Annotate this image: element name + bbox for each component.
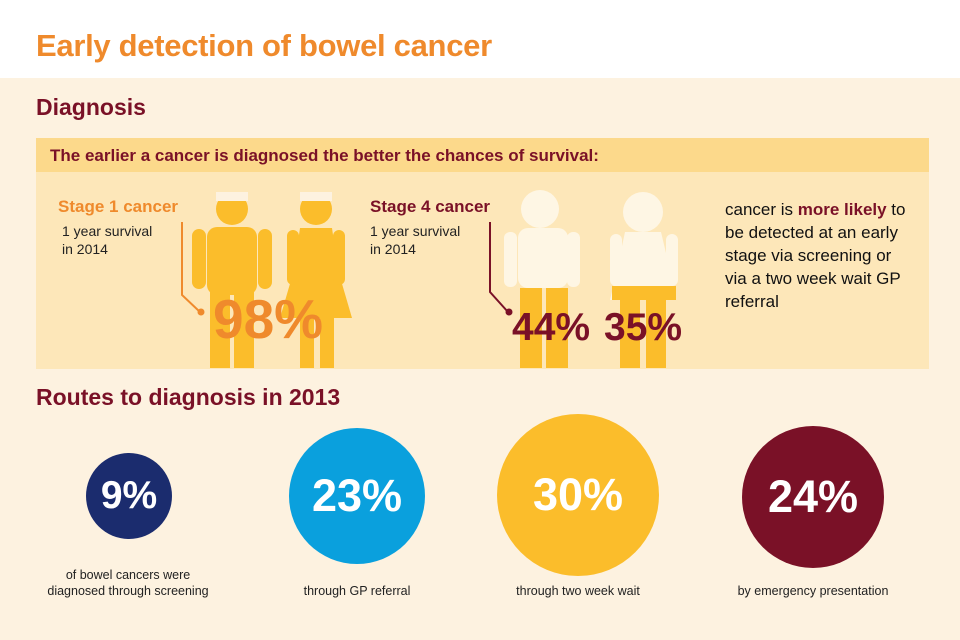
stage4-survival-text: 1 year survival in 2014 [370, 222, 500, 258]
stage4-survival-line1: 1 year survival [370, 223, 461, 239]
route-caption-screening-line2: diagnosed through screening [47, 584, 209, 598]
diagnosis-panel [36, 138, 929, 369]
route-caption-emergency: by emergency presentation [737, 584, 889, 598]
stage1-label: Stage 1 cancer [58, 197, 179, 216]
stage4-survival-line2: in 2014 [370, 241, 416, 257]
stage1-male-figure [192, 192, 272, 368]
route-circle-screening: 9% [86, 453, 172, 539]
banner-text: The earlier a cancer is diagnosed the be… [50, 146, 599, 165]
route-caption-two-week-wait: through two week wait [516, 584, 640, 598]
stage1-survival-line2: in 2014 [62, 241, 108, 257]
stage1-survival-line1: 1 year survival [62, 223, 153, 239]
stage4-female-figure [610, 192, 678, 368]
route-caption-screening: of bowel cancers were diagnosed through … [28, 567, 228, 599]
stage1-percent: 98% [213, 288, 324, 350]
route-circle-two-week-wait: 30% [497, 414, 659, 576]
stage4-male-figure [504, 190, 580, 368]
stage4-female-percent: 35% [604, 306, 683, 349]
route-circle-emergency: 24% [742, 426, 884, 568]
diagnosis-banner: The earlier a cancer is diagnosed the be… [36, 138, 929, 172]
stage1-female-figure [280, 192, 352, 368]
header-band [0, 0, 960, 78]
diagnosis-heading: Diagnosis [36, 94, 146, 120]
stage4-male-percent: 44% [512, 306, 591, 349]
page-title: Early detection of bowel cancer [36, 28, 492, 63]
stage1-survival-text: 1 year survival in 2014 [62, 222, 192, 258]
note-emphasis: more likely [797, 200, 887, 219]
route-circle-gp-referral: 23% [289, 428, 425, 564]
early-detection-note: cancer is more likely to be detected at … [725, 198, 915, 313]
route-caption-gp-referral: through GP referral [303, 584, 411, 598]
note-part2: to be detected at an early stage via scr… [725, 200, 906, 311]
route-caption-screening-line1: of bowel cancers were [65, 568, 191, 582]
note-part1: cancer is [725, 200, 798, 219]
stage4-label: Stage 4 cancer [370, 197, 491, 216]
routes-heading: Routes to diagnosis in 2013 [36, 384, 341, 410]
